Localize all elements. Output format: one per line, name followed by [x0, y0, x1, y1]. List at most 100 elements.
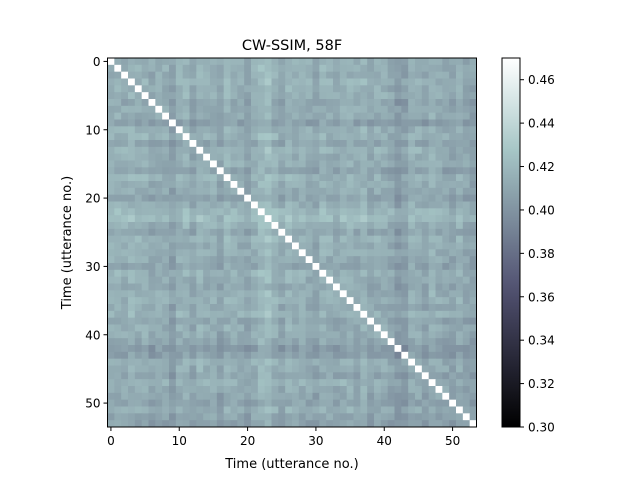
heatmap-cell	[175, 331, 184, 339]
heatmap-cell	[408, 181, 416, 189]
heatmap-cell	[408, 85, 416, 93]
heatmap-cell	[360, 406, 368, 414]
heatmap-cell	[360, 256, 368, 264]
heatmap-cell	[346, 85, 354, 93]
heatmap-cell	[128, 174, 136, 182]
heatmap-cell	[141, 187, 149, 196]
heatmap-cell	[216, 146, 225, 155]
heatmap-cell	[415, 174, 423, 182]
heatmap-cell	[148, 256, 156, 264]
heatmap-cell	[387, 406, 395, 414]
heatmap-cell	[408, 160, 416, 168]
heatmap-cell	[162, 58, 170, 66]
heatmap-cell	[428, 194, 436, 202]
heatmap-cell	[442, 78, 450, 86]
heatmap-cell	[134, 324, 143, 332]
heatmap-cell	[387, 379, 395, 387]
heatmap-cell	[346, 187, 354, 196]
heatmap-cell	[223, 317, 231, 325]
heatmap-cell	[374, 420, 382, 428]
heatmap-cell	[230, 78, 238, 86]
heatmap-cell	[155, 324, 163, 332]
heatmap-cell	[292, 153, 300, 161]
heatmap-cell	[237, 126, 245, 134]
heatmap-cell	[264, 256, 272, 264]
heatmap-cell	[374, 112, 382, 120]
heatmap-cell	[428, 153, 436, 161]
heatmap-cell	[244, 242, 252, 250]
heatmap-cell	[394, 269, 402, 278]
heatmap-cell	[148, 386, 156, 394]
heatmap-cell	[121, 358, 129, 366]
heatmap-cell	[244, 235, 252, 243]
y-tick-label: 0	[93, 55, 101, 69]
heatmap-cell	[374, 365, 382, 373]
heatmap-cell	[264, 99, 272, 107]
heatmap-cell	[278, 413, 286, 421]
heatmap-cell	[346, 276, 354, 284]
heatmap-cell	[333, 187, 341, 196]
heatmap-cell	[469, 420, 477, 428]
heatmap-cell	[353, 235, 361, 243]
heatmap-cell	[210, 365, 218, 373]
heatmap-cell	[408, 194, 416, 202]
heatmap-cell	[278, 386, 286, 394]
heatmap-cell	[237, 133, 245, 141]
heatmap-cell	[319, 167, 327, 175]
heatmap-cell	[401, 222, 409, 230]
heatmap-cell	[203, 304, 211, 312]
colorbar-tick-label: 0.34	[528, 334, 555, 348]
heatmap-cell	[415, 167, 423, 175]
heatmap-cell	[319, 283, 327, 291]
heatmap-cell	[469, 276, 477, 284]
heatmap-cell	[408, 324, 416, 332]
heatmap-cell	[264, 358, 272, 366]
heatmap-cell	[319, 365, 327, 373]
heatmap-cell	[210, 392, 218, 401]
heatmap-cell	[285, 58, 293, 66]
heatmap-cell	[449, 105, 457, 114]
heatmap-cell	[353, 276, 361, 284]
heatmap-cell	[298, 194, 307, 202]
heatmap-cell	[428, 112, 436, 120]
heatmap-cell	[333, 283, 341, 291]
heatmap-cell	[360, 112, 368, 120]
heatmap-cell	[134, 331, 143, 339]
heatmap-cell	[421, 317, 430, 325]
heatmap-cell	[182, 406, 190, 414]
heatmap-cell	[346, 146, 354, 155]
heatmap-cell	[380, 146, 389, 155]
heatmap-cell	[271, 249, 279, 257]
heatmap-cell	[394, 201, 402, 209]
heatmap-cell	[469, 351, 477, 360]
heatmap-cell	[264, 174, 272, 182]
heatmap-cell	[175, 297, 184, 305]
heatmap-cell	[421, 112, 430, 120]
heatmap-cell	[319, 392, 327, 401]
heatmap-cell	[182, 140, 190, 148]
heatmap-cell	[346, 317, 354, 325]
heatmap-cell	[210, 249, 218, 257]
heatmap-cell	[169, 222, 177, 230]
heatmap-cell	[155, 133, 163, 141]
heatmap-cell	[121, 208, 129, 216]
heatmap-cell	[353, 146, 361, 155]
heatmap-cell	[257, 290, 266, 298]
heatmap-cell	[264, 105, 272, 114]
heatmap-cell	[360, 153, 368, 161]
heatmap-cell	[339, 351, 348, 360]
heatmap-cell	[367, 283, 375, 291]
heatmap-cell	[216, 99, 225, 107]
heatmap-cell	[449, 201, 457, 209]
heatmap-cell	[169, 413, 177, 421]
heatmap-cell	[148, 345, 156, 353]
heatmap-cell	[401, 146, 409, 155]
heatmap-cell	[285, 133, 293, 141]
heatmap-cell	[339, 256, 348, 264]
heatmap-cell	[367, 228, 375, 237]
heatmap-cell	[380, 235, 389, 243]
heatmap-cell	[237, 105, 245, 114]
heatmap-cell	[360, 119, 368, 127]
heatmap-cell	[387, 181, 395, 189]
heatmap-cell	[394, 338, 402, 346]
